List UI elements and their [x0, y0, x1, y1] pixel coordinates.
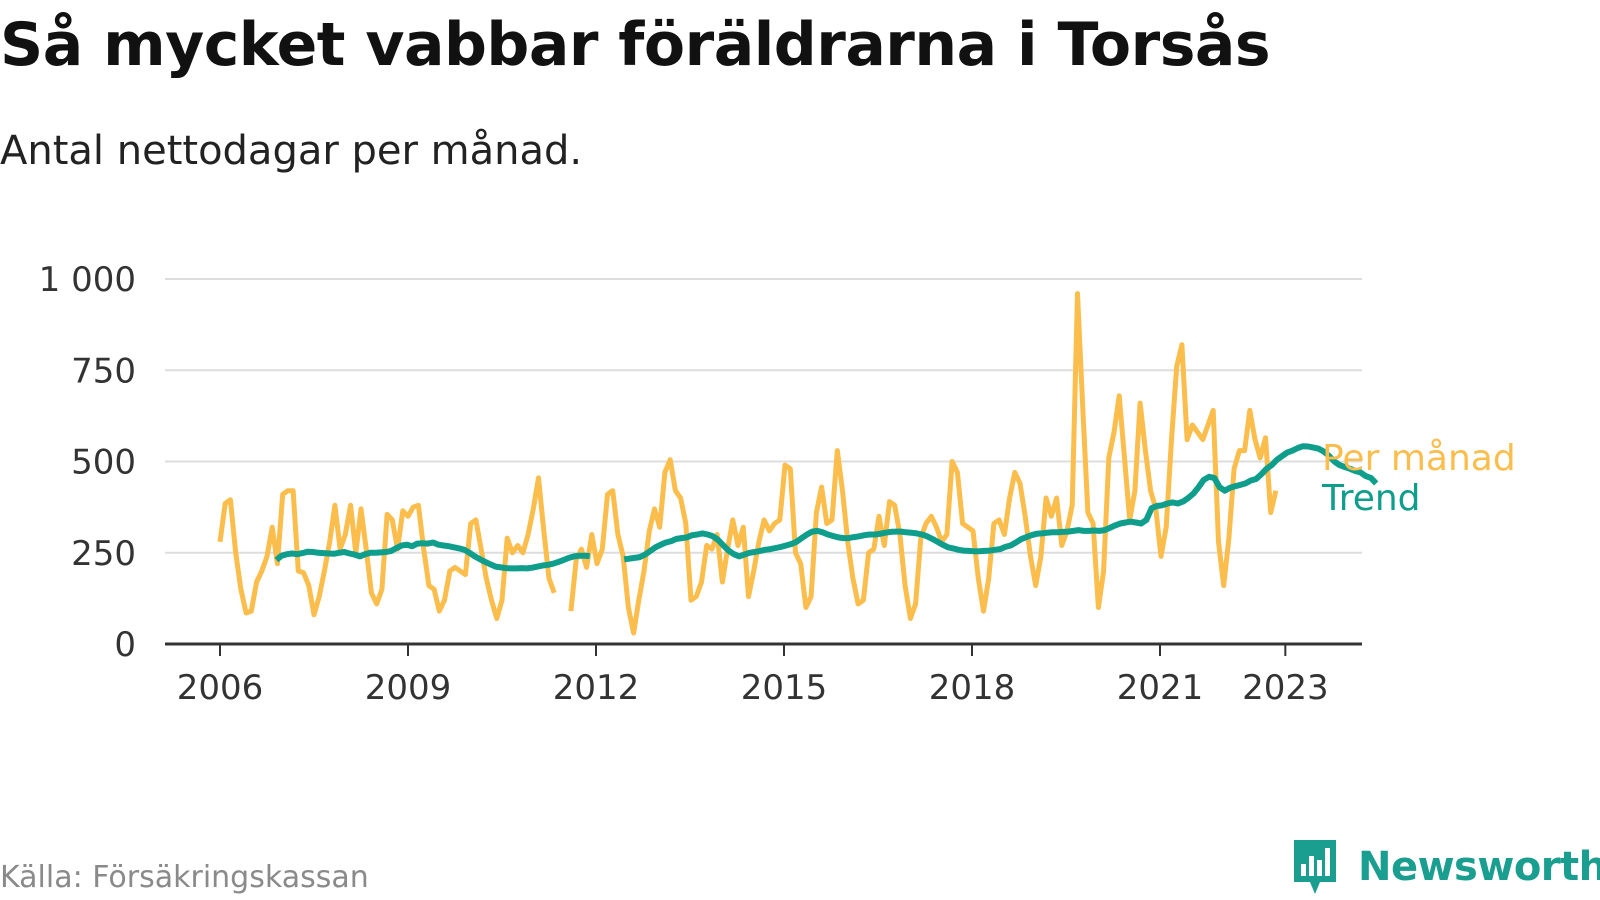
x-tick-label: 2023: [1242, 668, 1329, 708]
chart-subtitle: Antal nettodagar per månad.: [0, 128, 583, 174]
brand-logo[interactable]: Newsworthy: [1290, 838, 1600, 896]
y-tick-label: 1 000: [39, 260, 136, 300]
newsworthy-logo-icon: [1294, 840, 1336, 894]
grid-lines: [165, 278, 1362, 554]
y-tick-label: 500: [71, 443, 136, 483]
x-tick-label: 2009: [365, 668, 452, 708]
series-lines: [217, 291, 1379, 636]
chart-title: Så mycket vabbar föräldrarna i Torsås: [0, 10, 1271, 80]
brand-name: Newsworthy: [1358, 844, 1600, 890]
y-tick-label: 250: [71, 534, 136, 574]
trend-line: [623, 443, 1379, 563]
x-tick-label: 2012: [553, 668, 640, 708]
x-tick-label: 2006: [177, 668, 264, 708]
y-tick-label: 0: [114, 625, 136, 665]
x-tick-label: 2015: [741, 668, 828, 708]
y-tick-label: 750: [71, 351, 136, 391]
series-label-trend: Trend: [1321, 478, 1421, 519]
y-axis-ticks: 0 250 500 750 1 000: [39, 260, 136, 665]
x-tick-label: 2021: [1117, 668, 1204, 708]
x-axis: 2006 2009 2012 2015 2018 2021 2023: [165, 642, 1362, 708]
trend-line: [274, 539, 590, 572]
source-note: Källa: Försäkringskassan: [0, 860, 369, 895]
series-label-monthly: Per månad: [1322, 438, 1516, 479]
x-tick-label: 2018: [929, 668, 1016, 708]
monthly-line: [568, 291, 1279, 636]
monthly-line: [217, 475, 557, 621]
